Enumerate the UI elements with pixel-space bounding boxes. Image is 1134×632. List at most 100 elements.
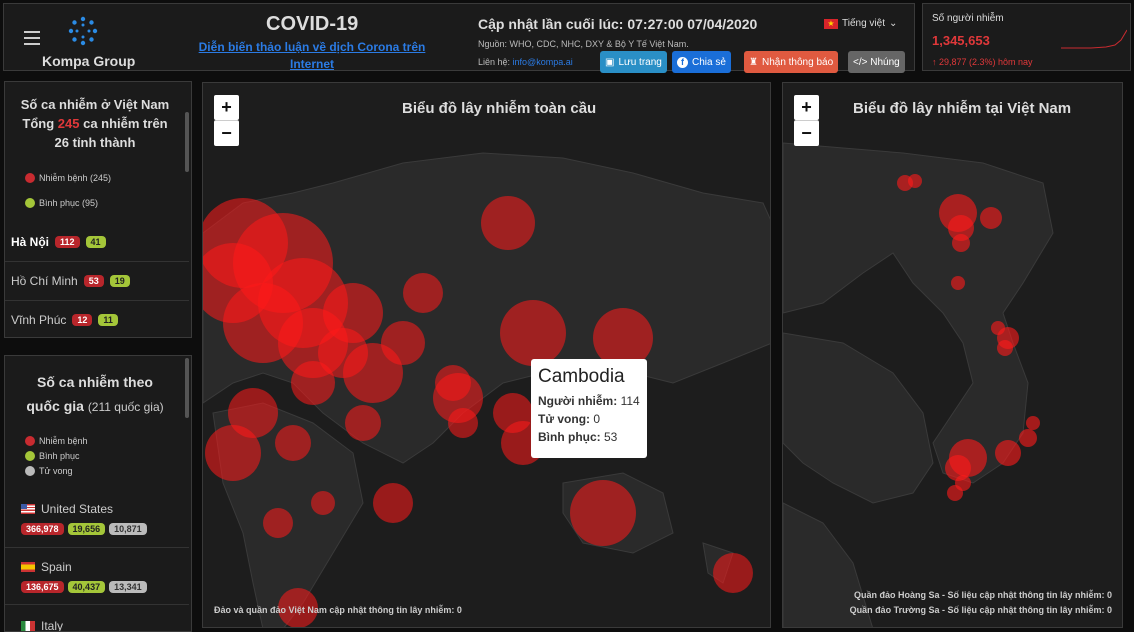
recovered-dot-icon [25, 451, 35, 461]
countries-title-line1: Số ca nhiễm theo [37, 374, 153, 390]
recovered-count: 40,437 [67, 581, 106, 593]
global-map-footnote: Đảo và quần đảo Việt Nam cập nhật thông … [214, 605, 462, 615]
facebook-icon: f [677, 56, 688, 68]
infected-dot-icon [25, 173, 35, 183]
vietnam-bubbles [897, 174, 1040, 501]
country-name: Italy [21, 619, 64, 632]
last-updated: Cập nhật lần cuối lúc: 07:27:00 07/04/20… [478, 16, 758, 32]
contact-label: Liên hệ: [478, 57, 511, 67]
us-flag-icon [21, 504, 35, 514]
global-map-title: Biểu đồ lây nhiễm toàn cầu [402, 100, 597, 117]
tooltip-recovered-value: 53 [604, 430, 618, 444]
save-page-button[interactable]: ▣ Lưu trang [600, 51, 667, 73]
vietnam-flag-icon: ★ [824, 18, 838, 29]
truong-sa-footnote: Quần đảo Trường Sa - Số liệu cập nhật th… [849, 605, 1112, 615]
legend-recovered-label: Bình phục (95) [39, 198, 99, 208]
tooltip-infected: Người nhiễm: 114 [538, 394, 647, 408]
forum-link[interactable]: Diễn biến thảo luận về dịch Corona trên … [198, 40, 426, 71]
embed-button[interactable]: </> Nhúng [848, 51, 905, 73]
zoom-in-button[interactable]: + [214, 95, 239, 120]
global-bubbles [203, 196, 753, 627]
province-row[interactable]: Hà Nội 112 41 [5, 223, 189, 261]
page-title: COVID-19 [266, 13, 359, 35]
vn-title-line3: 26 tỉnh thành [54, 135, 136, 150]
infected-kpi-card: Số người nhiễm 1,345,653 ↑ 29,877 (2.3%)… [922, 3, 1131, 71]
recovered-count: 41 [85, 236, 106, 248]
country-tooltip: Cambodia Người nhiễm: 114 Tử vong: 0 Bìn… [531, 359, 647, 458]
infected-count: 112 [55, 236, 80, 248]
scrollbar[interactable] [185, 112, 189, 172]
country-row[interactable]: Italy [5, 604, 189, 632]
recovered-dot-icon [25, 198, 35, 208]
language-selector[interactable]: ★ Tiếng việt ⌄ [824, 18, 897, 29]
italy-flag-icon [21, 621, 35, 631]
save-page-label: Lưu trang [618, 56, 662, 68]
country-row[interactable]: United States 366,978 19,656 10,871 [5, 490, 189, 547]
vn-title-pre: Tổng [22, 116, 55, 131]
province-row[interactable]: Hồ Chí Minh 53 19 [5, 261, 189, 299]
legend-recovered: Bình phục [25, 451, 80, 461]
source-text: Nguồn: WHO, CDC, NHC, DXY & Bộ Y Tế Việt… [478, 39, 689, 49]
embed-label: </> Nhúng [853, 56, 900, 68]
countries-panel: Số ca nhiễm theo quốc gia (211 quốc gia)… [4, 355, 192, 632]
infected-count: 366,978 [21, 523, 64, 535]
deaths-count: 13,341 [109, 581, 147, 593]
country-stats: 136,675 40,437 13,341 [21, 581, 147, 593]
legend-infected: Nhiễm bệnh (245) [25, 173, 111, 183]
province-name: Hồ Chí Minh [11, 273, 78, 288]
zoom-out-button[interactable]: − [794, 120, 819, 146]
vietnam-cases-panel: Số ca nhiễm ở Việt Nam Tổng 245 ca nhiễm… [4, 81, 192, 338]
chevron-down-icon: ⌄ [888, 18, 898, 29]
legend-infected-label: Nhiễm bệnh (245) [39, 173, 112, 183]
scrollbar[interactable] [185, 358, 189, 418]
kompa-logo-icon [68, 16, 98, 46]
contact-text: Liên hệ: info@kompa.ai [478, 57, 573, 67]
notify-button[interactable]: ♜ Nhận thông báo [744, 51, 839, 73]
vietnam-map-title: Biểu đồ lây nhiễm tại Việt Nam [853, 100, 1072, 117]
vn-total: 245 [57, 116, 80, 131]
recovered-count: 19 [109, 274, 130, 287]
vietnam-panel-title: Số ca nhiễm ở Việt Nam Tổng 245 ca nhiễm… [5, 95, 185, 152]
global-infection-map[interactable]: Biểu đồ lây nhiễm toàn cầu + − Đảo và qu… [202, 82, 771, 628]
kpi-sparkline [1061, 29, 1127, 49]
legend-infected-label: Nhiễm bệnh [39, 436, 88, 446]
country-label: Italy [41, 619, 64, 632]
bell-icon: ♜ [749, 56, 758, 68]
countries-title-line2: quốc gia (211 quốc gia) [5, 394, 185, 419]
country-stats: 366,978 19,656 10,871 [21, 523, 147, 535]
infected-dot-icon [25, 436, 35, 446]
bookmark-icon: ▣ [605, 56, 615, 68]
vietnam-infection-map[interactable]: Biểu đồ lây nhiễm tại Việt Nam + − Quần … [782, 82, 1123, 628]
recovered-count: 19,656 [67, 523, 106, 535]
notify-label: Nhận thông báo [761, 56, 834, 68]
countries-count: (211 quốc gia) [87, 400, 164, 414]
hoang-sa-footnote: Quần đảo Hoàng Sa - Số liệu cập nhật thô… [853, 590, 1112, 600]
kpi-label: Số người nhiễm [932, 13, 1004, 24]
brand-name: Kompa Group [42, 53, 136, 69]
zoom-out-button[interactable]: − [214, 120, 239, 146]
tooltip-country-name: Cambodia [538, 366, 625, 387]
contact-email-link[interactable]: info@kompa.ai [512, 57, 573, 67]
deaths-dot-icon [25, 466, 35, 476]
kpi-value: 1,345,653 [932, 33, 990, 48]
country-row[interactable]: Spain 136,675 40,437 13,341 [5, 547, 189, 604]
share-button[interactable]: f Chia sẻ [672, 51, 731, 73]
legend-infected: Nhiễm bệnh [25, 436, 88, 446]
vn-title-line1: Số ca nhiễm ở Việt Nam [20, 97, 170, 112]
spain-flag-icon [21, 562, 35, 572]
header-bar: Kompa Group COVID-19 Diễn biến thảo luận… [3, 3, 915, 73]
zoom-in-button[interactable]: + [794, 95, 819, 120]
tooltip-recovered: Bình phục: 53 [538, 430, 647, 444]
countries-title-word: quốc gia [26, 398, 84, 414]
vn-title-line2: Tổng 245 ca nhiễm trên [5, 114, 185, 133]
country-label: Spain [41, 560, 72, 574]
legend-recovered: Bình phục (95) [25, 198, 98, 208]
province-row[interactable]: Vĩnh Phúc 12 11 [5, 300, 189, 337]
legend-deaths-label: Tử vong [39, 466, 73, 476]
vn-title-post: ca nhiễm trên [83, 116, 168, 131]
tooltip-deaths-value: 0 [593, 412, 601, 426]
province-name: Hà Nội [11, 235, 50, 249]
tooltip-deaths-label: Tử vong: [538, 412, 591, 426]
menu-icon[interactable] [24, 31, 40, 45]
deaths-count: 10,871 [109, 523, 147, 535]
